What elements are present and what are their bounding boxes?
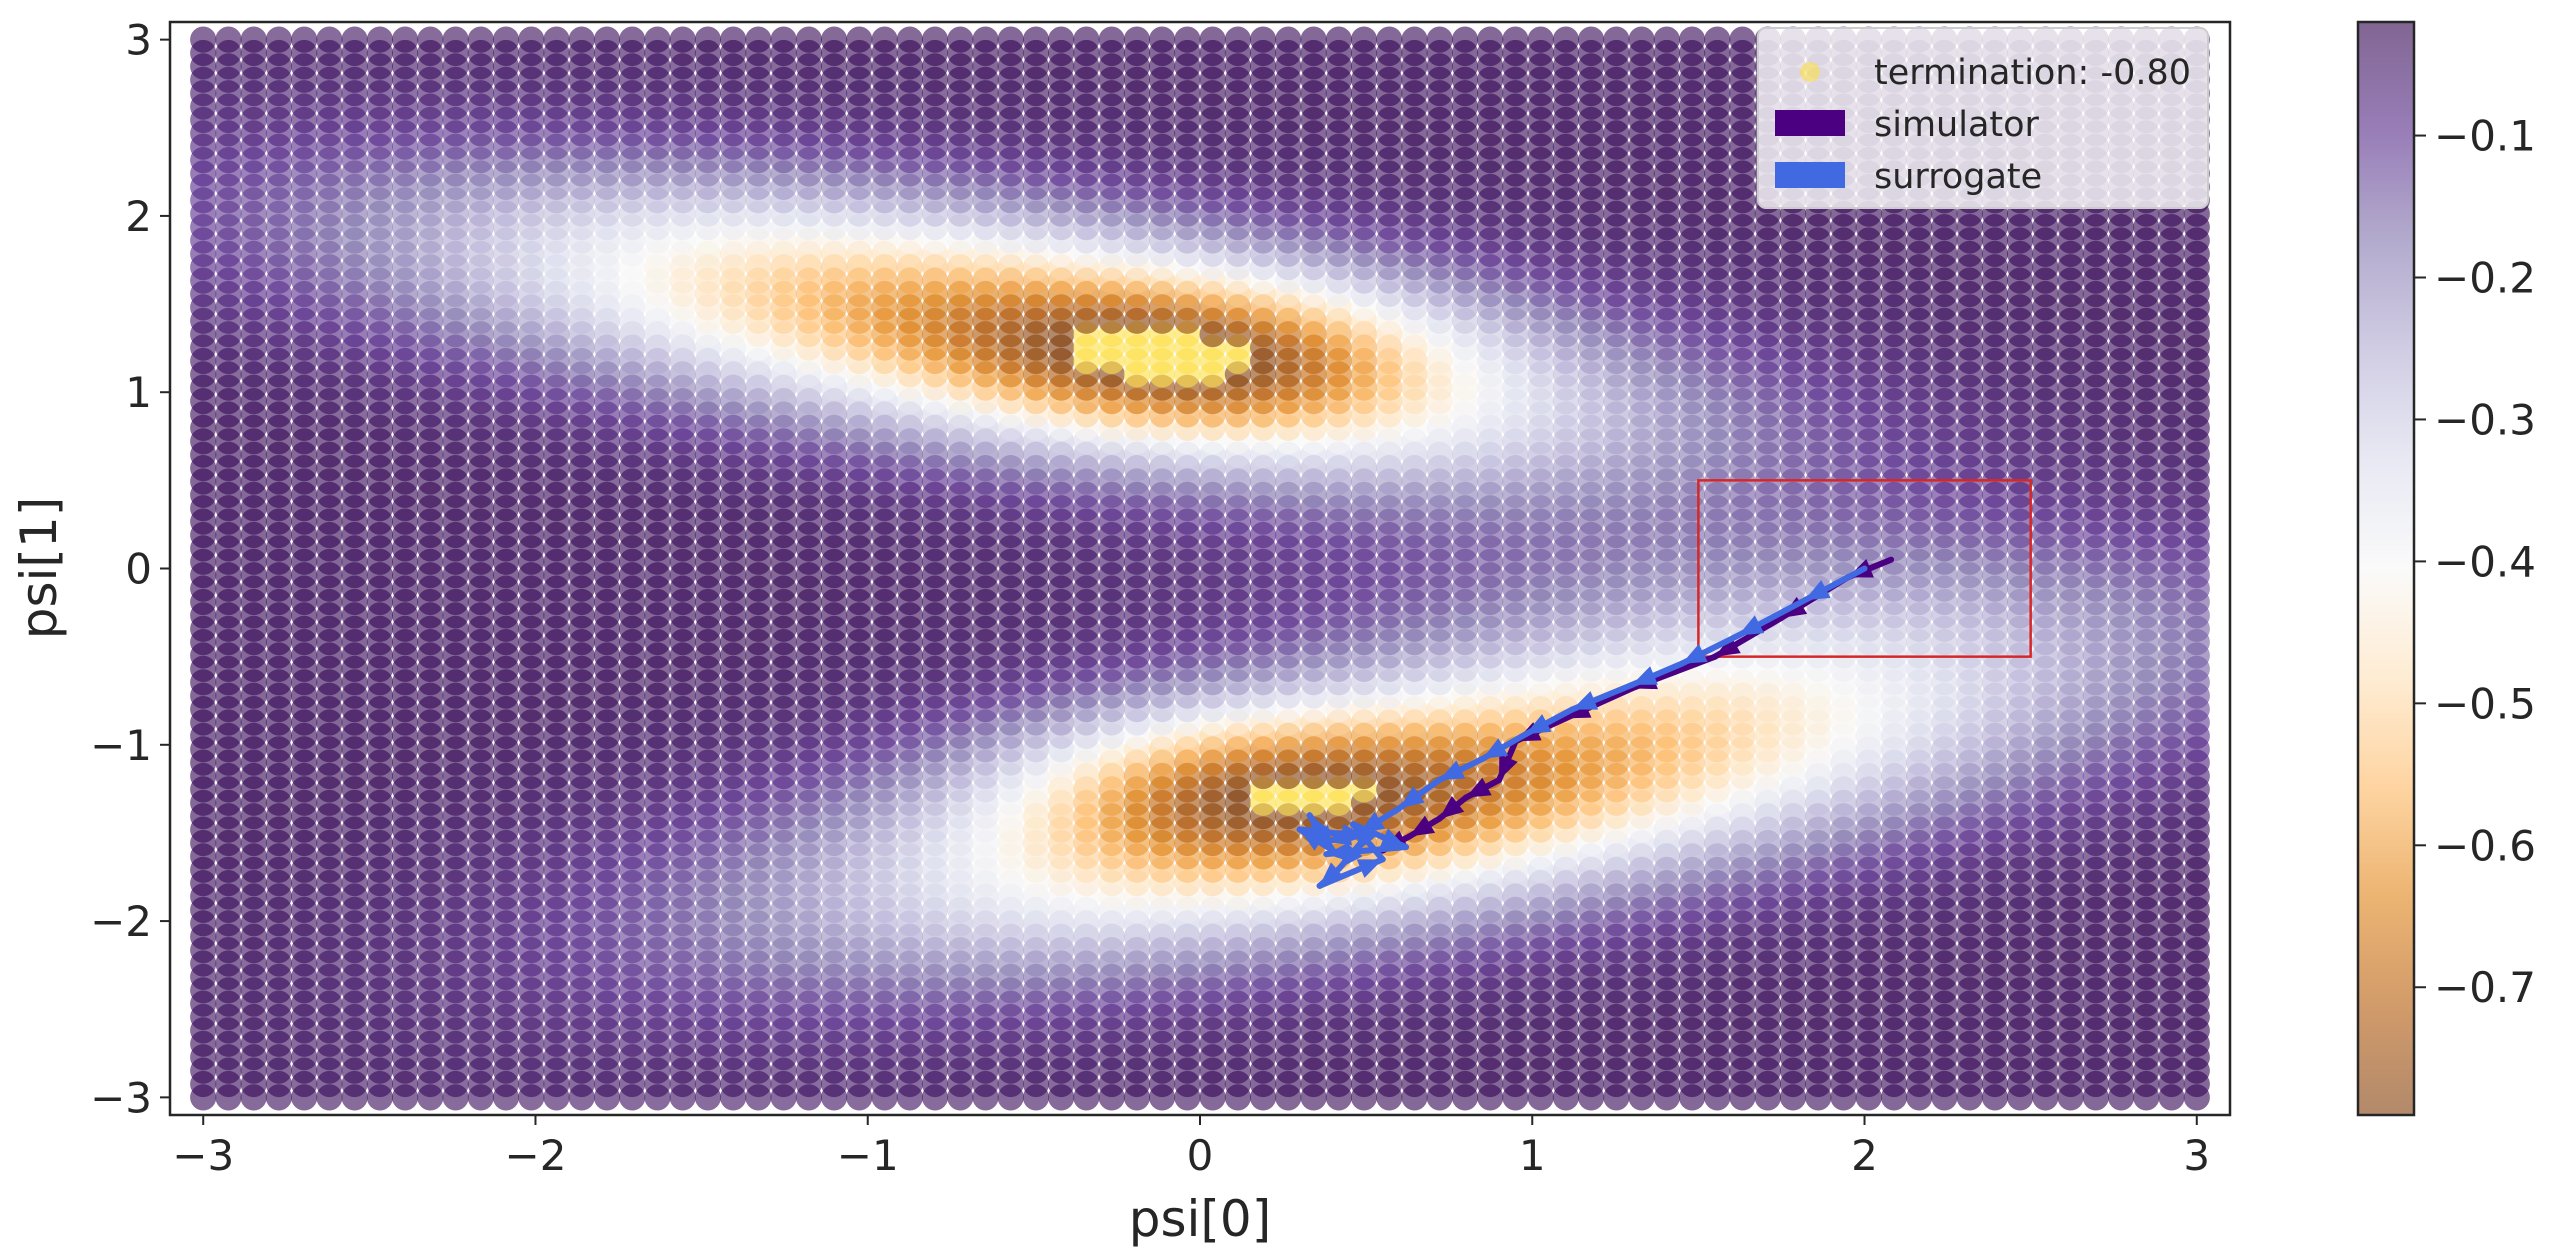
field-point bbox=[316, 26, 343, 53]
field-point bbox=[644, 26, 671, 53]
field-point bbox=[291, 26, 318, 53]
field-point bbox=[1653, 26, 1680, 53]
field-point bbox=[720, 26, 747, 53]
field-point bbox=[1022, 26, 1050, 53]
field-point bbox=[240, 26, 267, 53]
field-point bbox=[1451, 26, 1479, 53]
field-point bbox=[1325, 26, 1352, 53]
field-point bbox=[1401, 26, 1428, 53]
field-point bbox=[1300, 26, 1327, 53]
field-point bbox=[997, 26, 1024, 53]
field-point bbox=[492, 26, 520, 53]
field-point bbox=[1578, 26, 1605, 53]
field-point bbox=[392, 26, 419, 53]
field-point bbox=[366, 26, 393, 53]
field-point bbox=[871, 26, 898, 53]
field-point bbox=[543, 26, 570, 53]
field-point bbox=[190, 26, 217, 53]
field-point bbox=[1426, 26, 1453, 53]
field-point bbox=[1502, 26, 1529, 53]
field-point bbox=[821, 26, 848, 53]
field-point bbox=[518, 26, 545, 53]
field-point bbox=[1527, 26, 1554, 53]
field-point bbox=[1199, 26, 1226, 53]
field-point bbox=[1704, 26, 1731, 53]
field-point bbox=[1603, 26, 1630, 53]
field-point bbox=[1250, 26, 1277, 53]
field-point bbox=[1149, 26, 1176, 53]
field-point bbox=[265, 26, 292, 53]
field-point bbox=[795, 26, 823, 53]
field-point bbox=[593, 26, 621, 53]
field-point bbox=[1048, 26, 1075, 53]
field-point bbox=[341, 26, 368, 53]
field-point bbox=[896, 26, 923, 53]
field-point bbox=[1350, 26, 1378, 53]
field-point bbox=[745, 26, 772, 53]
field-point bbox=[1679, 26, 1706, 53]
field-point bbox=[215, 26, 242, 53]
field-point bbox=[1224, 26, 1251, 53]
field-point bbox=[1729, 26, 1756, 53]
field-point bbox=[467, 26, 494, 53]
field-point bbox=[1628, 26, 1655, 53]
field-point bbox=[568, 26, 595, 53]
field-point bbox=[947, 26, 974, 53]
field-point bbox=[669, 26, 696, 53]
field-point bbox=[1552, 26, 1579, 53]
field-point bbox=[921, 26, 949, 53]
field-point bbox=[1073, 26, 1100, 53]
field-point bbox=[846, 26, 873, 53]
field-point bbox=[770, 26, 797, 53]
field-point bbox=[1174, 26, 1201, 53]
field-point bbox=[619, 26, 646, 53]
field-point bbox=[442, 26, 469, 53]
field-point bbox=[1275, 26, 1302, 53]
field-point bbox=[1376, 26, 1403, 53]
field-point bbox=[1123, 26, 1150, 53]
field-point bbox=[417, 26, 444, 53]
field-point bbox=[1098, 26, 1125, 53]
field-point bbox=[694, 26, 722, 53]
field-point bbox=[1477, 26, 1504, 53]
field-point bbox=[972, 26, 999, 53]
